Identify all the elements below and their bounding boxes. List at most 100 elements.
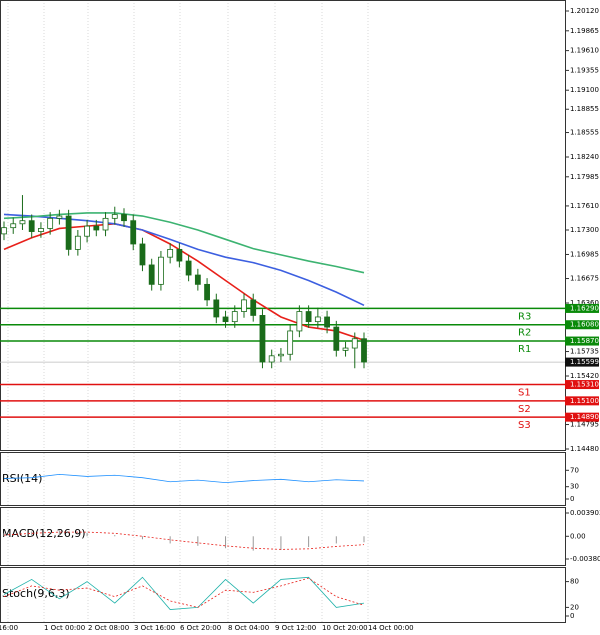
level-name: R1: [518, 344, 531, 355]
candle-body: [361, 338, 367, 363]
level-label: 1.15870: [570, 337, 599, 345]
candle-body: [167, 249, 174, 258]
y-tick-label: 0: [570, 612, 574, 620]
level-name: R3: [518, 311, 531, 322]
y-tick-label: 1.19355: [570, 66, 599, 74]
macd-bar: [252, 536, 254, 551]
candle-body: [19, 220, 26, 225]
candle-body: [102, 217, 109, 231]
y-tick-label: 1.14795: [570, 421, 599, 429]
y-tick-label: 1.19100: [570, 86, 599, 94]
candle-body: [65, 215, 72, 250]
candle-body: [1, 227, 7, 235]
candle-body: [176, 249, 183, 262]
y-tick-label: 1.16675: [570, 275, 599, 283]
candle-body: [47, 217, 54, 229]
candle-body: [250, 299, 257, 316]
candle-body: [38, 228, 44, 232]
candle-body: [268, 355, 275, 363]
macd-bar: [114, 535, 116, 537]
x-tick-label: 8 Oct 04:00: [228, 624, 269, 632]
level-box: [565, 336, 599, 346]
y-tick-label: 0.003903: [570, 509, 600, 517]
y-tick-label: -0.003807: [570, 555, 600, 563]
macd-signal: [3, 531, 365, 550]
candle-body: [56, 215, 63, 219]
candle-body: [259, 315, 266, 363]
macd-bar: [141, 536, 143, 540]
y-tick-label: 1.14480: [570, 445, 599, 453]
candle-body: [158, 256, 164, 285]
level-label: 1.16080: [570, 321, 599, 329]
candle-body: [121, 214, 127, 222]
candle-body: [222, 316, 229, 323]
rsi-line: [3, 473, 365, 484]
candle-body: [278, 353, 284, 357]
panel-frame: [0, 567, 566, 623]
x-tick-label: 3 Oct 16:00: [134, 624, 175, 632]
y-tick-label: 1.16360: [570, 299, 599, 307]
y-tick-label: 1.18240: [570, 153, 599, 161]
candle-body: [324, 316, 330, 328]
x-tick-label: 9 Oct 12:00: [275, 624, 316, 632]
x-tick-label: 16:00: [0, 624, 18, 632]
level-box: [565, 303, 599, 313]
candle-body: [148, 264, 155, 285]
last-price-label: 1.15599: [570, 358, 599, 366]
indicator-title: MACD(12,26,9): [2, 527, 86, 540]
candle-body: [130, 220, 137, 245]
level-name: S1: [518, 388, 531, 399]
macd-bar: [169, 536, 171, 544]
candle-body: [139, 243, 146, 266]
moving-average: [3, 213, 365, 307]
candle-body: [10, 223, 17, 229]
y-tick-label: 30: [570, 483, 579, 491]
y-tick-label: 1.16985: [570, 250, 599, 258]
candle-body: [287, 330, 294, 355]
macd-bar: [225, 536, 227, 549]
macd-bar: [86, 532, 88, 537]
y-tick-label: 1.15420: [570, 372, 599, 380]
level-name: R2: [518, 328, 531, 339]
macd-bar: [31, 531, 33, 537]
x-tick-label: 6 Oct 20:00: [180, 624, 221, 632]
level-box: [565, 380, 599, 390]
indicator-title: Stoch(9,6,3): [2, 587, 70, 600]
level-label: 1.15310: [570, 381, 599, 389]
candle-body: [93, 225, 100, 231]
y-tick-label: 1.19865: [570, 27, 599, 35]
y-tick-label: 0: [570, 495, 574, 503]
moving-average: [3, 222, 365, 342]
macd-bar: [58, 530, 60, 537]
panel-frame: [0, 452, 566, 506]
candle-body: [241, 299, 247, 312]
macd-bar: [335, 536, 337, 544]
candle-body: [74, 235, 81, 250]
y-tick-label: 1.17300: [570, 226, 599, 234]
candle-body: [204, 283, 210, 301]
candle-body: [84, 225, 90, 237]
level-name: S3: [518, 420, 531, 431]
y-tick-label: 70: [570, 466, 579, 474]
level-label: 1.14890: [570, 413, 599, 421]
y-tick-label: 0.00: [570, 532, 586, 540]
candle-body: [185, 260, 192, 276]
x-tick-label: 1 Oct 00:00: [44, 624, 85, 632]
candle-body: [342, 347, 349, 351]
y-tick-label: 1.17610: [570, 202, 599, 210]
y-tick-label: 1.19610: [570, 47, 599, 55]
candle-body: [305, 311, 312, 323]
level-box: [565, 396, 599, 406]
level-name: S2: [518, 404, 531, 415]
candle-body: [111, 214, 118, 219]
y-tick-label: 1.18855: [570, 105, 599, 113]
y-tick-label: 20: [570, 603, 579, 611]
x-tick-label: 2 Oct 08:00: [88, 624, 129, 632]
candle-body: [213, 299, 220, 318]
stoch-signal: [3, 577, 365, 608]
y-tick-label: 80: [570, 578, 579, 586]
x-tick-label: 10 Oct 20:00: [322, 624, 368, 632]
panel-frame: [0, 0, 566, 451]
level-box: [565, 320, 599, 330]
